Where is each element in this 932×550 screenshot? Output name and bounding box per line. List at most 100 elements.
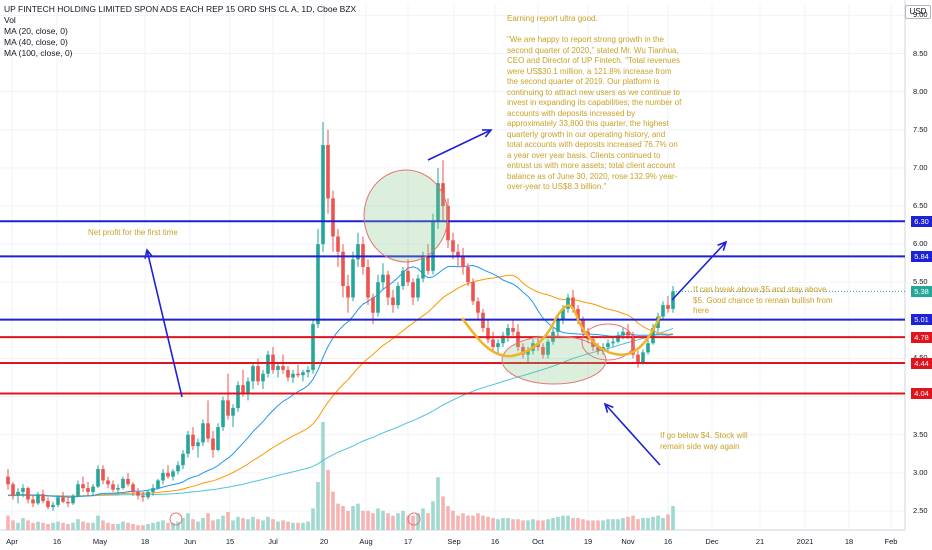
candle-body bbox=[466, 267, 470, 283]
volume-bar bbox=[221, 515, 225, 530]
candle-body bbox=[56, 497, 60, 505]
volume-bar bbox=[651, 516, 655, 530]
candle-body bbox=[376, 282, 380, 313]
volume-bar bbox=[531, 519, 535, 530]
candle-body bbox=[391, 297, 395, 306]
volume-bar bbox=[416, 513, 420, 530]
candle-body bbox=[131, 484, 135, 492]
candle-body bbox=[141, 495, 145, 498]
level-price-tag: 6.30 bbox=[911, 215, 932, 227]
volume-bar bbox=[201, 518, 205, 530]
volume-bar bbox=[431, 501, 435, 530]
cup-handle-pattern bbox=[460, 304, 662, 358]
candle-body bbox=[91, 486, 95, 492]
candle-body bbox=[191, 434, 195, 447]
volume-bar bbox=[16, 522, 20, 530]
volume-bar bbox=[671, 506, 675, 530]
volume-bar bbox=[256, 519, 260, 530]
candle-body bbox=[606, 343, 610, 348]
volume-bar bbox=[281, 520, 285, 530]
volume-bar bbox=[666, 514, 670, 530]
candle-body bbox=[346, 286, 350, 298]
candle-body bbox=[71, 495, 75, 504]
volume-bar bbox=[546, 519, 550, 530]
candle-body bbox=[631, 335, 635, 355]
candle-body bbox=[636, 354, 640, 363]
volume-bar bbox=[211, 520, 215, 530]
breakdown-note: If go below $4. Stock will remain side w… bbox=[660, 431, 750, 451]
candle-body bbox=[416, 278, 420, 298]
candle-body bbox=[21, 488, 25, 492]
volume-bar bbox=[516, 519, 520, 530]
time-tick-label: May bbox=[92, 537, 108, 546]
volume-bar bbox=[371, 513, 375, 530]
candle-body bbox=[561, 308, 565, 321]
level-price-tag: 5.84 bbox=[911, 250, 932, 262]
candle-body bbox=[226, 400, 230, 416]
volume-bar bbox=[606, 519, 610, 530]
candle-body bbox=[246, 381, 250, 393]
price-tick-label: 9.00 bbox=[913, 10, 928, 20]
price-tick-label: 3.00 bbox=[913, 467, 928, 477]
volume-bar bbox=[536, 520, 540, 530]
volume-bar bbox=[101, 520, 105, 530]
volume-bar bbox=[261, 520, 265, 530]
volume-bar bbox=[316, 482, 320, 530]
candle-body bbox=[471, 282, 475, 302]
price-tick-label: 8.00 bbox=[913, 86, 928, 96]
breakdown-arrow bbox=[604, 403, 661, 466]
volume-bar bbox=[151, 522, 155, 530]
volume-legend[interactable]: Vol bbox=[4, 15, 16, 25]
volume-bar bbox=[566, 515, 570, 530]
candle-body bbox=[231, 408, 235, 416]
candle-body bbox=[666, 305, 670, 309]
candle-body bbox=[616, 335, 620, 342]
volume-bar bbox=[631, 515, 635, 530]
volume-bar bbox=[6, 515, 10, 530]
candle-body bbox=[396, 286, 400, 306]
volume-bar bbox=[496, 519, 500, 530]
volume-bar bbox=[476, 513, 480, 530]
event-marker bbox=[169, 512, 183, 526]
time-tick-label: Jul bbox=[268, 537, 278, 546]
candle-body bbox=[516, 331, 520, 348]
candle-body bbox=[576, 308, 580, 321]
volume-bar bbox=[166, 522, 170, 530]
ma20-legend[interactable]: MA (20, close, 0) bbox=[4, 26, 68, 36]
price-tick-label: 3.50 bbox=[913, 429, 928, 439]
time-tick-label: Feb bbox=[884, 537, 898, 546]
volume-bar bbox=[11, 520, 15, 530]
candle-body bbox=[251, 366, 255, 382]
volume-bar bbox=[321, 422, 325, 530]
candle-body bbox=[146, 491, 150, 498]
volume-bar bbox=[51, 522, 55, 530]
volume-bar bbox=[461, 513, 465, 530]
volume-bar bbox=[236, 516, 240, 530]
volume-bar bbox=[621, 518, 625, 530]
volume-bar bbox=[591, 520, 595, 530]
candle-body bbox=[671, 291, 675, 309]
net-profit-arrow bbox=[146, 249, 183, 398]
base-highlight-ellipse bbox=[501, 335, 607, 385]
volume-bar bbox=[141, 525, 145, 530]
volume-bar bbox=[656, 515, 660, 530]
currency-button[interactable]: USD bbox=[905, 5, 931, 19]
volume-bar bbox=[426, 513, 430, 530]
volume-bar bbox=[421, 508, 425, 530]
candle-body bbox=[221, 400, 225, 428]
volume-bar bbox=[61, 522, 65, 530]
candle-body bbox=[266, 354, 270, 374]
volume-bar bbox=[171, 522, 175, 530]
candle-body bbox=[51, 504, 55, 508]
ma40-legend[interactable]: MA (40, close, 0) bbox=[4, 37, 68, 47]
volume-bar bbox=[411, 515, 415, 530]
candle-body bbox=[156, 480, 160, 489]
candle-body bbox=[206, 423, 210, 439]
time-tick-label: 17 bbox=[403, 537, 413, 546]
earnings-note: Earning report ultra good. "We are happy… bbox=[507, 14, 682, 191]
volume-bar bbox=[396, 513, 400, 530]
ma100-legend[interactable]: MA (100, close, 0) bbox=[4, 48, 73, 58]
candle-body bbox=[46, 501, 50, 508]
candle-body bbox=[316, 244, 320, 325]
